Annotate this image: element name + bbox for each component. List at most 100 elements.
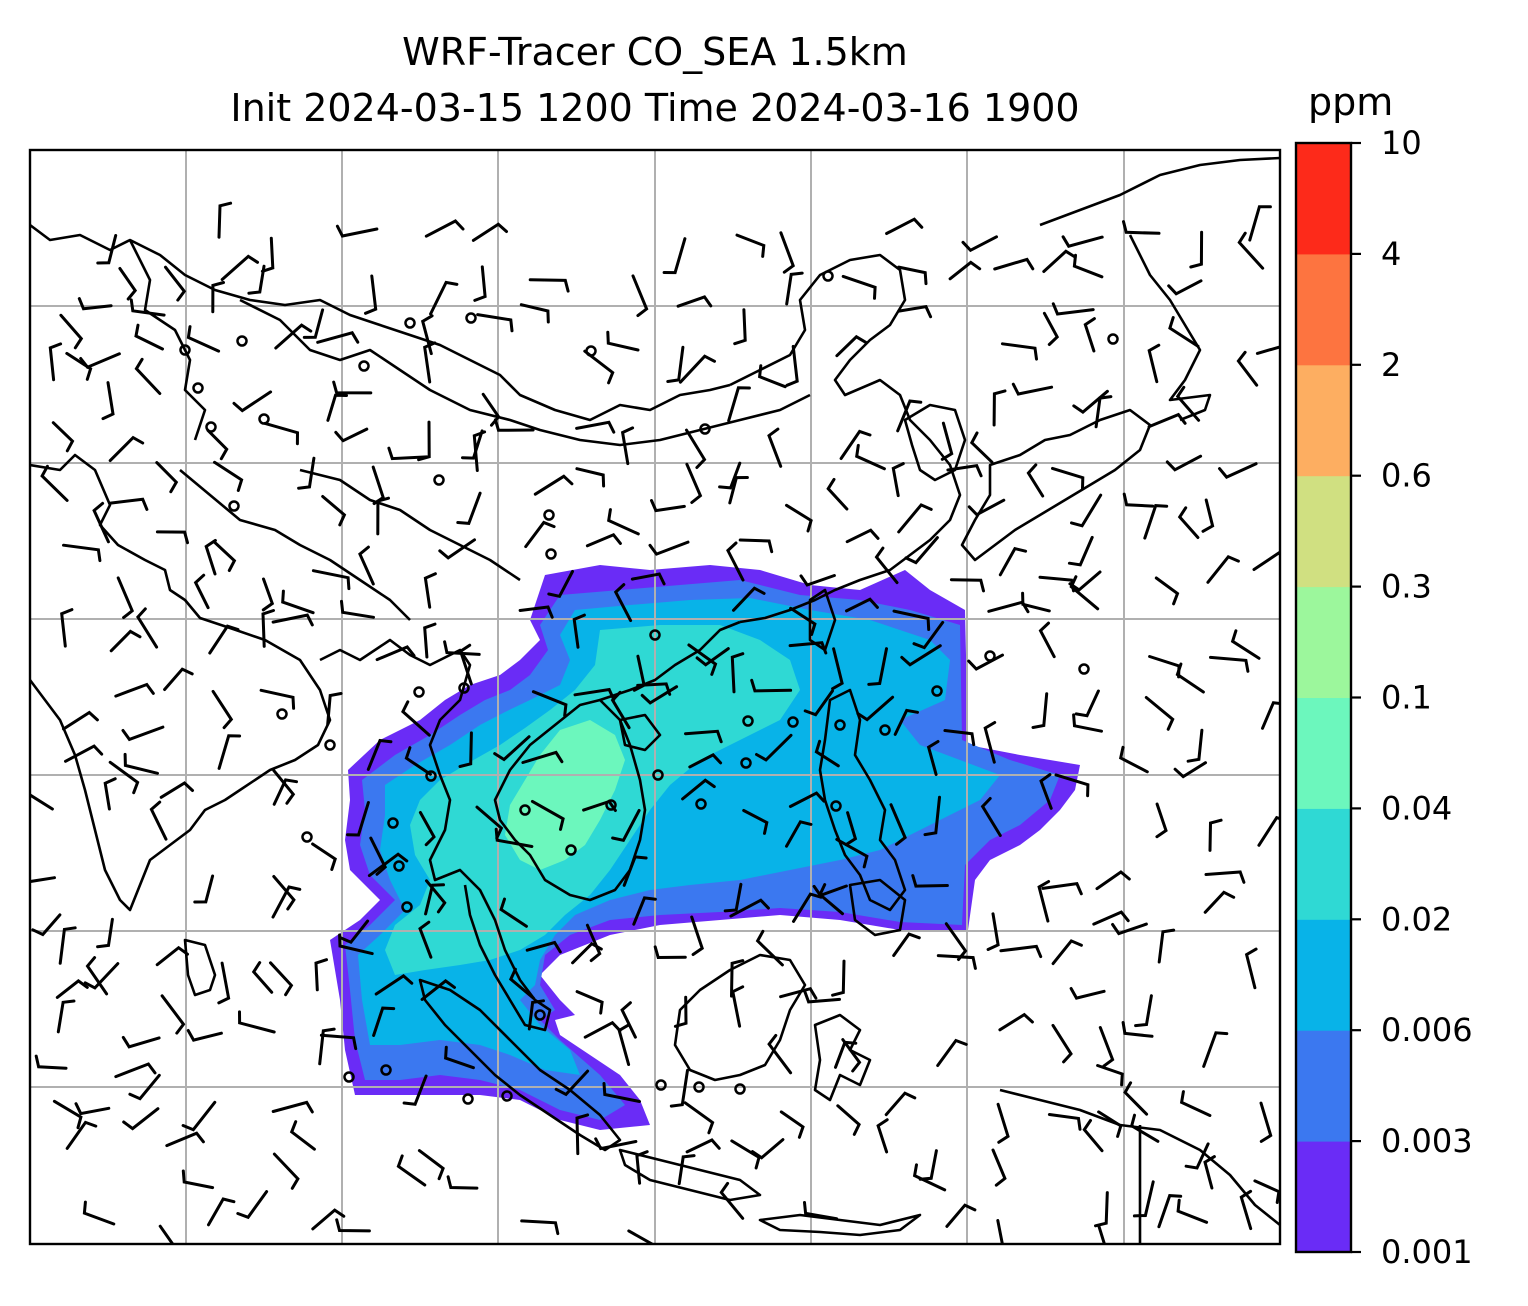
wind-barb (1061, 235, 1104, 248)
wind-barb (332, 380, 373, 395)
wind-barb (622, 855, 648, 887)
wind-barb (494, 827, 534, 848)
wind-barb (1122, 492, 1155, 508)
wind-barb (940, 421, 954, 461)
wind-barb (610, 690, 631, 730)
calm-wind-marker (501, 1090, 513, 1102)
wind-barb (212, 540, 237, 572)
wind-barb (897, 265, 928, 286)
wind-barb (1083, 317, 1096, 353)
colorbar-segment (1296, 808, 1351, 920)
wind-barb (220, 254, 259, 281)
wind-barb (206, 428, 229, 461)
wind-barb (1167, 279, 1203, 296)
wind-barb (1111, 922, 1148, 936)
wind-barb (52, 1099, 83, 1130)
calm-wind-circles (179, 270, 1119, 1105)
wind-barb (31, 913, 62, 937)
wind-barb (1176, 1198, 1209, 1224)
wind-barb (211, 281, 225, 314)
calm-wind-marker (228, 500, 240, 512)
wind-barb (1184, 1142, 1210, 1170)
wind-barb (193, 874, 215, 904)
wind-barb (311, 569, 351, 591)
calm-wind-marker (380, 1064, 392, 1076)
wind-barb (727, 386, 751, 423)
wind-barb (269, 961, 294, 997)
calm-wind-marker (931, 685, 943, 697)
wind-barb (799, 574, 836, 587)
calm-wind-marker (565, 844, 577, 856)
wind-barb (346, 801, 370, 837)
wind-barb (374, 974, 414, 996)
wind-barb (261, 609, 275, 648)
wind-barb (1134, 994, 1153, 1028)
wind-barb (767, 1033, 793, 1075)
wind-barb (1206, 554, 1240, 584)
wind-barb (1257, 815, 1280, 847)
calm-wind-marker (830, 800, 842, 812)
wind-barb (627, 1229, 655, 1244)
wind-barb (423, 341, 437, 384)
wind-barb (473, 265, 487, 302)
wind-barb (792, 892, 823, 923)
wind-barb (83, 962, 120, 990)
coastline-russia (1039, 156, 1280, 227)
wind-barb (998, 546, 1028, 577)
wind-barb (181, 1169, 215, 1190)
wind-barb (79, 352, 121, 370)
wind-barb (755, 733, 793, 762)
wind-barb (1095, 870, 1131, 891)
wind-barb (260, 236, 275, 273)
wind-barb (443, 640, 481, 656)
wind-barb (207, 1197, 236, 1227)
wind-barb (74, 1102, 111, 1116)
wind-barb (424, 883, 445, 916)
colorbar-tick-label: 10 (1381, 124, 1422, 162)
wind-barb (835, 837, 869, 869)
coastline-indochina (319, 638, 552, 1032)
wind-barb (1255, 345, 1280, 355)
wind-barb (897, 503, 933, 534)
wind-barb (723, 882, 743, 913)
colorbar-segments (1296, 143, 1351, 1253)
wind-barb (58, 926, 77, 965)
wind-barb (803, 990, 841, 1004)
wind-barb (30, 793, 54, 811)
wind-barb (531, 690, 568, 718)
chart-subtitle: Init 2024-03-15 1200 Time 2024-03-16 190… (230, 86, 1080, 130)
wind-barb (779, 986, 818, 1000)
wind-barb (1144, 696, 1175, 731)
calm-wind-marker (413, 686, 425, 698)
wind-barb (891, 462, 905, 498)
wind-barb (1230, 629, 1261, 660)
wind-barb (826, 477, 849, 511)
wind-barb (575, 420, 616, 434)
wind-barb (65, 1120, 98, 1150)
wind-barb (617, 1023, 631, 1066)
wind-barb (1092, 910, 1130, 926)
wind-barb (575, 1113, 590, 1156)
colorbar-tick-label: 0.6 (1381, 457, 1432, 495)
wind-barb (757, 364, 787, 389)
wind-barb (718, 461, 742, 490)
wind-barb (446, 1175, 479, 1190)
wind-barb (1039, 773, 1053, 810)
calm-wind-marker (699, 423, 711, 435)
wind-barb (401, 700, 431, 737)
calm-wind-marker (740, 757, 752, 769)
wind-barb (108, 435, 145, 463)
wind-barb (1201, 498, 1215, 533)
wind-barb (845, 528, 880, 544)
wind-barb (136, 607, 159, 649)
wind-barb (1237, 231, 1265, 270)
coastline-china (729, 253, 962, 624)
wind-barb (1072, 713, 1103, 733)
wind-barb (673, 995, 688, 1028)
wind-barb (519, 303, 550, 324)
calm-wind-marker (834, 719, 846, 731)
wind-barb (730, 652, 745, 694)
calm-wind-marker (276, 708, 288, 720)
calm-wind-marker (236, 335, 248, 347)
coastline-manchuria (1128, 234, 1212, 422)
